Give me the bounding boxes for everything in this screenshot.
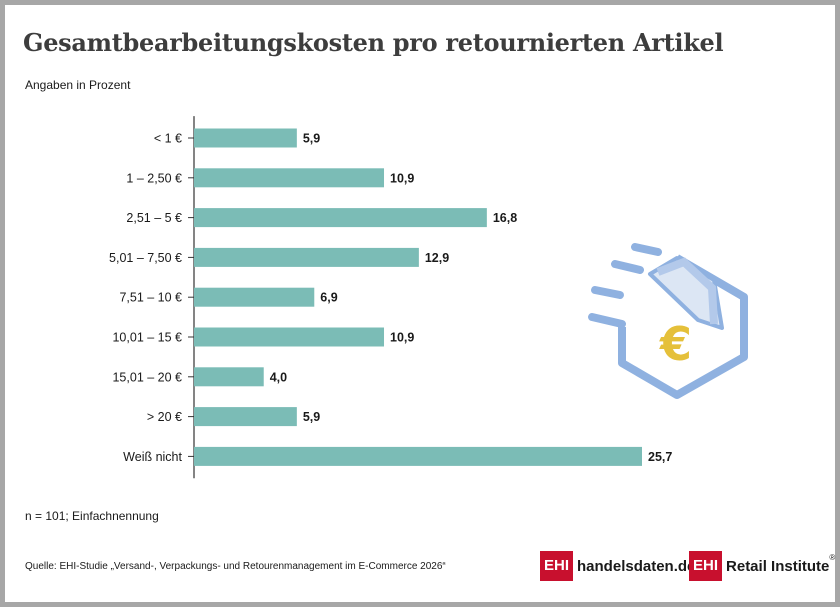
bar (194, 168, 385, 188)
retail-institute-logo-text: Retail Institute (726, 557, 830, 575)
value-label: 10,9 (390, 331, 414, 345)
parcel-tape (656, 257, 718, 325)
ehi-logo-box: EHI (689, 551, 723, 581)
category-label: 10,01 – 15 € (112, 331, 182, 345)
source-note: Quelle: EHI-Studie „Versand-, Verpackung… (25, 561, 446, 572)
category-label: 1 – 2,50 € (126, 171, 182, 185)
value-label: 5,9 (303, 410, 320, 424)
parcel-outline (618, 254, 748, 399)
bar (194, 287, 315, 307)
category-label: > 20 € (147, 410, 182, 424)
category-label: 7,51 – 10 € (119, 291, 182, 305)
bar (194, 247, 419, 267)
flying-parcel-euro-icon: € (588, 243, 748, 399)
chart-title: Gesamtbearbeitungskosten pro retourniert… (23, 28, 724, 57)
value-label: 10,9 (390, 171, 414, 185)
category-label: 15,01 – 20 € (112, 370, 182, 384)
value-label: 25,7 (648, 450, 672, 464)
speed-line (588, 313, 626, 328)
bar (194, 208, 487, 228)
category-label: < 1 € (154, 132, 182, 146)
ehi-logo-box: EHI (540, 551, 574, 581)
bar (194, 446, 642, 466)
value-label: 5,9 (303, 132, 320, 146)
chart-subtitle: Angaben in Prozent (25, 78, 131, 92)
value-label: 16,8 (493, 211, 517, 225)
bar (194, 128, 297, 148)
euro-symbol: € (659, 317, 692, 371)
bar (194, 407, 297, 427)
bar (194, 367, 264, 387)
category-label: Weiß nicht (123, 450, 182, 464)
bar (194, 327, 385, 347)
speed-line (631, 243, 662, 256)
handelsdaten-logo-text: handelsdaten.de (577, 557, 696, 575)
sample-note: n = 101; Einfachnennung (25, 509, 159, 523)
handelsdaten-logo[interactable]: EHI handelsdaten.de (540, 551, 695, 581)
speed-line (591, 286, 624, 299)
retail-institute-logo[interactable]: EHI Retail Institute ® (689, 551, 835, 581)
value-label: 12,9 (425, 251, 449, 265)
registered-mark: ® (829, 553, 836, 562)
category-label: 2,51 – 5 € (126, 211, 182, 225)
value-label: 4,0 (270, 370, 287, 384)
value-label: 6,9 (320, 291, 337, 305)
speed-line (611, 260, 644, 274)
category-label: 5,01 – 7,50 € (109, 251, 182, 265)
